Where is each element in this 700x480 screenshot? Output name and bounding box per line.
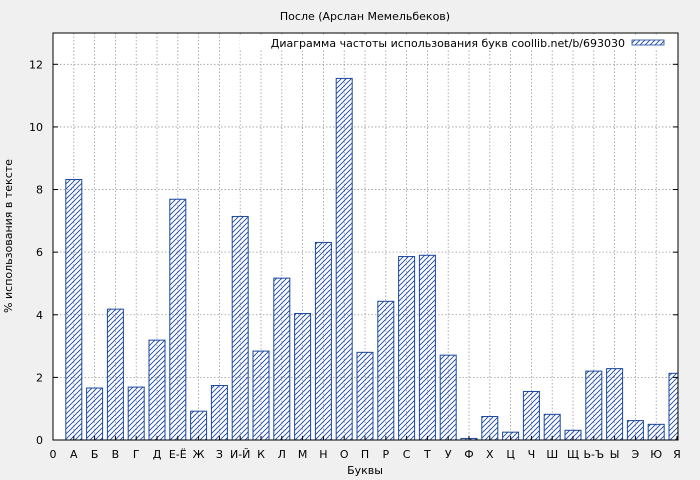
bar bbox=[335, 77, 353, 441]
legend-swatch bbox=[631, 39, 665, 46]
legend-label: Диаграмма частоты использования букв coo… bbox=[271, 37, 625, 50]
x-tick-label: Г bbox=[133, 448, 140, 461]
y-tick-label: 4 bbox=[36, 309, 43, 322]
y-tick-label: 10 bbox=[29, 121, 43, 134]
bar bbox=[210, 385, 228, 441]
x-tick-label: Щ bbox=[567, 448, 579, 461]
x-tick-label: 0 bbox=[50, 448, 57, 461]
x-tick-label: Ю bbox=[650, 448, 662, 461]
chart-title: После (Арслан Мемельбеков) bbox=[280, 10, 450, 23]
x-tick-label: Р bbox=[382, 448, 389, 461]
x-tick-label: Ч bbox=[528, 448, 536, 461]
bar bbox=[86, 387, 104, 441]
bars bbox=[65, 77, 679, 441]
x-tick-label: Ш bbox=[546, 448, 558, 461]
x-tick-label: З bbox=[216, 448, 223, 461]
legend-background bbox=[240, 36, 672, 50]
x-tick-label: Ы bbox=[610, 448, 620, 461]
bar bbox=[314, 241, 332, 441]
x-tick-label: Е-Ё bbox=[169, 448, 187, 461]
y-tick-label: 12 bbox=[29, 58, 43, 71]
x-tick-label: Я bbox=[673, 448, 681, 461]
x-tick-label: Э bbox=[632, 448, 640, 461]
x-tick-label: А bbox=[70, 448, 78, 461]
bar bbox=[439, 354, 457, 441]
x-tick-label: Д bbox=[153, 448, 162, 461]
x-tick-label: М bbox=[298, 448, 308, 461]
x-tick-label: П bbox=[361, 448, 369, 461]
bar bbox=[148, 339, 166, 441]
y-axis: 0 2 4 6 8 10 12 bbox=[29, 58, 678, 447]
x-tick-label: Б bbox=[91, 448, 99, 461]
bar bbox=[294, 313, 312, 441]
x-axis-label: Буквы bbox=[347, 464, 383, 477]
x-tick-label: Ь-Ъ bbox=[583, 448, 604, 461]
x-tick-label: В bbox=[112, 448, 120, 461]
bar bbox=[418, 254, 436, 441]
x-tick-label: Ц bbox=[506, 448, 515, 461]
x-tick-label: Н bbox=[319, 448, 327, 461]
x-tick-label: И-Й bbox=[230, 448, 250, 461]
y-tick-label: 8 bbox=[36, 184, 43, 197]
legend: Диаграмма частоты использования букв coo… bbox=[240, 36, 672, 50]
x-axis: 0 А Б В Г Д Е-Ё Ж З И-Й К Л М Н О П Р С Т У Ф Х Ц Ч Ш Щ Ь-Ъ Ы Э Ю Я bbox=[50, 436, 681, 461]
bar bbox=[356, 351, 374, 441]
bar bbox=[606, 368, 624, 441]
bar bbox=[127, 386, 145, 441]
x-tick-label: С bbox=[403, 448, 411, 461]
y-tick-label: 6 bbox=[36, 246, 43, 259]
bar bbox=[190, 410, 208, 441]
bar bbox=[65, 179, 83, 441]
x-tick-label: О bbox=[340, 448, 349, 461]
bar bbox=[585, 370, 603, 441]
x-tick-label: У bbox=[445, 448, 452, 461]
x-tick-label: Х bbox=[486, 448, 494, 461]
bar bbox=[169, 198, 187, 441]
y-tick-label: 0 bbox=[36, 434, 43, 447]
bar bbox=[252, 350, 270, 441]
bar bbox=[398, 256, 416, 441]
bar bbox=[231, 215, 249, 441]
bar bbox=[273, 277, 291, 441]
bar bbox=[106, 308, 124, 441]
y-axis-label: % использования в тексте bbox=[2, 159, 15, 313]
x-tick-label: К bbox=[257, 448, 265, 461]
x-tick-label: Л bbox=[278, 448, 286, 461]
y-tick-label: 2 bbox=[36, 371, 43, 384]
x-tick-label: Ф bbox=[464, 448, 473, 461]
bar bbox=[668, 372, 679, 441]
x-tick-label: Т bbox=[423, 448, 431, 461]
bar bbox=[522, 390, 540, 441]
x-tick-label: Ж bbox=[193, 448, 205, 461]
bar bbox=[377, 300, 395, 441]
